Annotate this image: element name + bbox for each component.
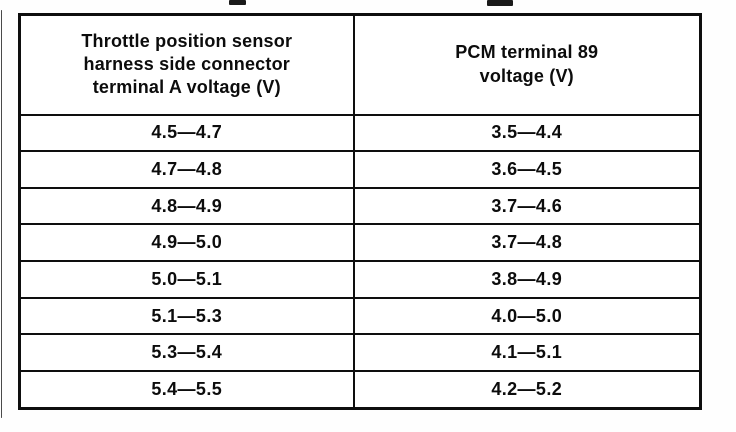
pcm-voltage-cell: 4.2—5.2 (352, 370, 702, 410)
tps-voltage-cell: 5.3—5.4 (18, 333, 355, 373)
scan-artifact-mark (487, 0, 513, 6)
pcm-voltage-cell: 3.7—4.6 (352, 186, 702, 226)
tps-voltage-cell: 5.1—5.3 (18, 296, 355, 336)
pcm-voltage-cell: 4.1—5.1 (352, 333, 702, 373)
header-line: PCM terminal 89 (455, 42, 599, 63)
tps-voltage-cell: 4.5—4.7 (18, 113, 355, 153)
table-row: 5.3—5.4 4.1—5.1 (18, 333, 702, 373)
header-line: harness side connector (83, 54, 290, 75)
pcm-voltage-cell: 3.6—4.5 (352, 150, 702, 189)
tps-voltage-cell: 4.8—4.9 (18, 186, 355, 226)
tps-voltage-cell: 4.9—5.0 (18, 223, 355, 263)
table-row: 4.5—4.7 3.5—4.4 (18, 113, 702, 153)
pcm-voltage-cell: 3.5—4.4 (352, 113, 702, 153)
table-row: 4.9—5.0 3.7—4.8 (18, 223, 702, 263)
pcm-voltage-cell: 3.8—4.9 (352, 260, 702, 299)
tps-voltage-cell: 5.0—5.1 (18, 260, 355, 299)
table-header-tps-voltage: Throttle position sensor harness side co… (18, 13, 355, 116)
table-row: 4.7—4.8 3.6—4.5 (18, 150, 702, 189)
pcm-voltage-cell: 3.7—4.8 (352, 223, 702, 263)
table-header-row: Throttle position sensor harness side co… (18, 13, 702, 116)
tps-voltage-cell: 5.4—5.5 (18, 370, 355, 410)
table-row: 5.1—5.3 4.0—5.0 (18, 296, 702, 336)
table-row: 5.0—5.1 3.8—4.9 (18, 260, 702, 299)
voltage-reference-table: Throttle position sensor harness side co… (18, 13, 702, 410)
tps-voltage-cell: 4.7—4.8 (18, 150, 355, 189)
table-row: 5.4—5.5 4.2—5.2 (18, 370, 702, 410)
header-line: voltage (V) (479, 65, 574, 86)
scan-artifact-line (1, 10, 2, 418)
pcm-voltage-cell: 4.0—5.0 (352, 296, 702, 336)
table-header-pcm-voltage: PCM terminal 89 voltage (V) (352, 13, 702, 116)
table-head: Throttle position sensor harness side co… (18, 13, 702, 116)
header-line: Throttle position sensor (81, 30, 293, 51)
table-row: 4.8—4.9 3.7—4.6 (18, 186, 702, 226)
scan-artifact-mark (229, 0, 246, 5)
header-line: terminal A voltage (V) (92, 77, 281, 98)
table-body: 4.5—4.7 3.5—4.4 4.7—4.8 3.6—4.5 4.8—4.9 … (18, 113, 702, 410)
